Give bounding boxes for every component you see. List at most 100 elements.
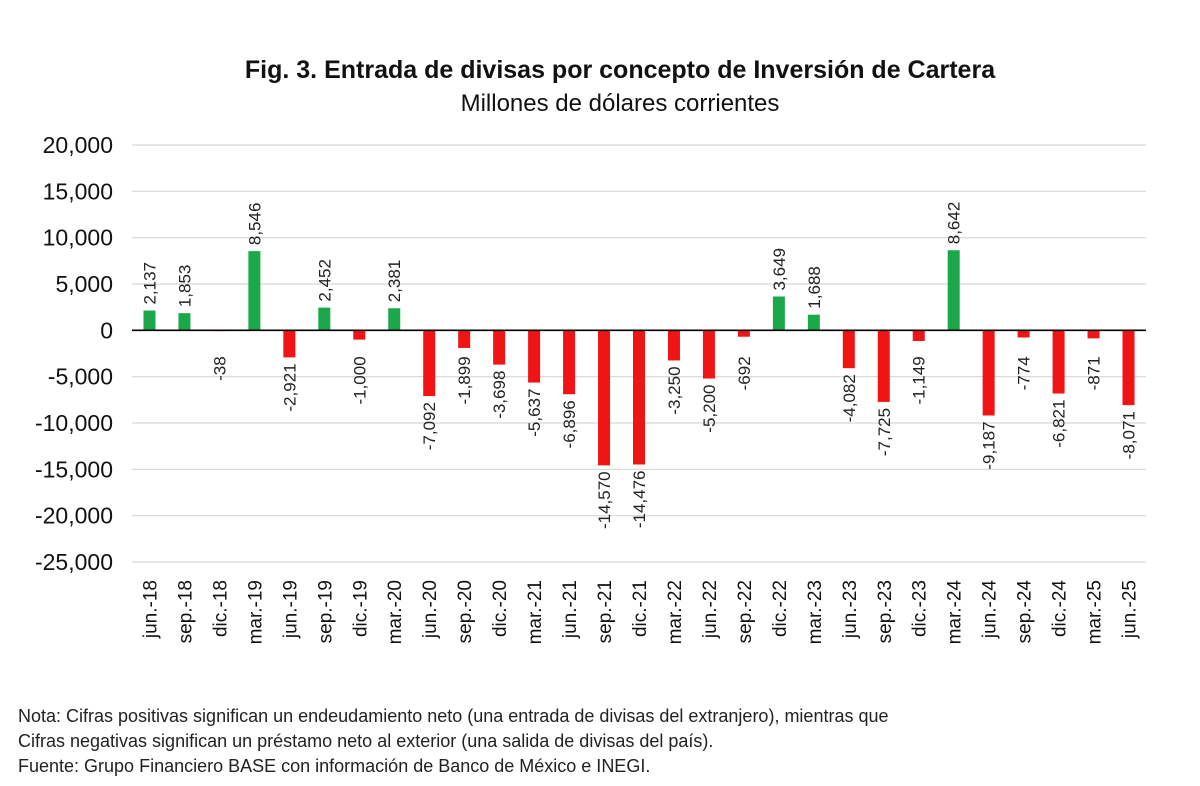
y-tick-label: -20,000	[35, 503, 113, 529]
x-tick-label: sep.-18	[175, 580, 196, 643]
y-tick-label: 10,000	[43, 225, 113, 251]
bar	[737, 330, 750, 337]
data-label: 1,853	[175, 265, 194, 308]
bar	[633, 330, 645, 465]
bar	[807, 314, 820, 331]
data-label: -38	[210, 356, 229, 381]
x-tick-label: sep.-21	[595, 580, 616, 643]
data-label: -3,698	[490, 371, 509, 419]
bar	[143, 310, 156, 331]
y-tick-label: -25,000	[35, 549, 113, 575]
data-label: -1,000	[350, 356, 369, 404]
data-label: -7,092	[420, 402, 439, 450]
x-tick-label: sep.-23	[875, 580, 896, 643]
data-label: -1,149	[910, 356, 929, 404]
bar	[563, 330, 576, 395]
x-tick-label: jun.-21	[560, 580, 581, 639]
bar	[318, 307, 331, 331]
x-tick-label: sep.-22	[735, 580, 756, 643]
chart-subtitle: Millones de dólares corrientes	[460, 90, 780, 117]
note-line-2: Cifras negativas significan un préstamo …	[18, 731, 714, 751]
x-tick-label: dic.-24	[1050, 580, 1071, 637]
x-tick-label: mar.-20	[385, 580, 406, 644]
data-label: -4,082	[840, 374, 859, 422]
x-tick-label: jun.-24	[980, 580, 1001, 640]
note-line-1: Nota: Cifras positivas significan un end…	[18, 706, 889, 726]
data-label: 8,546	[245, 203, 264, 246]
data-label: -774	[1015, 356, 1034, 390]
x-tick-label: mar.-21	[525, 580, 546, 644]
bar	[877, 330, 890, 402]
x-tick-label: sep.-19	[315, 580, 336, 643]
x-tick-label: dic.-18	[210, 580, 231, 637]
bar	[667, 330, 680, 361]
bar	[283, 330, 296, 358]
x-tick-label: sep.-20	[455, 580, 476, 643]
bar	[598, 330, 611, 466]
bar	[912, 330, 925, 341]
chart-title: Fig. 3. Entrada de divisas por concepto …	[244, 56, 996, 84]
bar	[842, 330, 855, 369]
y-tick-label: -10,000	[35, 410, 113, 436]
bar	[1087, 330, 1100, 339]
bar	[423, 330, 436, 397]
data-label: -5,637	[525, 389, 544, 437]
data-label: -1,899	[455, 356, 474, 404]
y-tick-label: 15,000	[43, 178, 113, 204]
bar	[353, 330, 366, 340]
data-label: 1,688	[805, 266, 824, 309]
chart-notes: Nota: Cifras positivas significan un end…	[18, 704, 889, 779]
y-tick-label: -5,000	[48, 364, 113, 390]
data-label: -871	[1085, 356, 1104, 390]
data-label: -5,200	[700, 385, 719, 433]
x-tick-label: sep.-24	[1015, 580, 1036, 644]
bar	[1017, 330, 1030, 338]
data-label: -7,725	[875, 408, 894, 456]
data-label: -14,476	[630, 470, 649, 528]
x-tick-label: dic.-22	[770, 580, 791, 637]
bar	[248, 251, 261, 331]
bar	[1122, 330, 1135, 406]
x-tick-label: jun.-18	[140, 580, 161, 639]
bar	[178, 313, 191, 331]
x-tick-label: mar.-22	[665, 580, 686, 644]
data-label: 2,381	[385, 260, 404, 303]
x-tick-label: jun.-23	[840, 580, 861, 639]
bar	[388, 308, 401, 331]
data-label: 2,137	[140, 262, 159, 305]
data-label: -3,250	[665, 366, 684, 414]
bar	[493, 330, 506, 365]
data-label: -14,570	[595, 471, 614, 529]
data-label: 2,452	[315, 259, 334, 302]
x-tick-label: jun.-20	[420, 580, 441, 639]
x-tick-label: dic.-23	[910, 580, 931, 637]
x-tick-label: jun.-22	[700, 580, 721, 639]
data-label: -692	[735, 356, 754, 390]
y-tick-label: -15,000	[35, 456, 113, 482]
x-tick-label: dic.-19	[350, 580, 371, 637]
data-label: 8,642	[945, 202, 964, 245]
data-label: 3,649	[770, 248, 789, 291]
x-tick-label: mar.-24	[945, 580, 966, 645]
bar	[947, 250, 960, 331]
bar	[982, 330, 995, 416]
data-label: -2,921	[280, 363, 299, 411]
y-tick-label: 0	[100, 317, 113, 343]
x-tick-label: dic.-21	[630, 580, 651, 637]
source-line: Fuente: Grupo Financiero BASE con inform…	[18, 756, 651, 776]
bar	[772, 296, 785, 331]
bar	[458, 330, 471, 348]
x-tick-label: mar.-19	[245, 580, 266, 644]
data-label: -8,071	[1120, 411, 1139, 459]
data-label: -6,821	[1050, 400, 1069, 448]
x-tick-label: jun.-19	[280, 580, 301, 639]
bar-chart: 20,000 15,000 10,000 5,000 0 -5,000 -10,000 -15…	[35, 132, 1146, 645]
y-tick-label: 20,000	[43, 132, 113, 158]
bar	[528, 330, 541, 383]
y-tick-label: 5,000	[55, 271, 113, 297]
x-tick-label: mar.-23	[805, 580, 826, 644]
data-label: -6,896	[560, 400, 579, 448]
x-tick-label: jun.-25	[1120, 580, 1141, 639]
data-label: -9,187	[980, 421, 999, 469]
x-tick-label: mar.-25	[1085, 580, 1106, 644]
